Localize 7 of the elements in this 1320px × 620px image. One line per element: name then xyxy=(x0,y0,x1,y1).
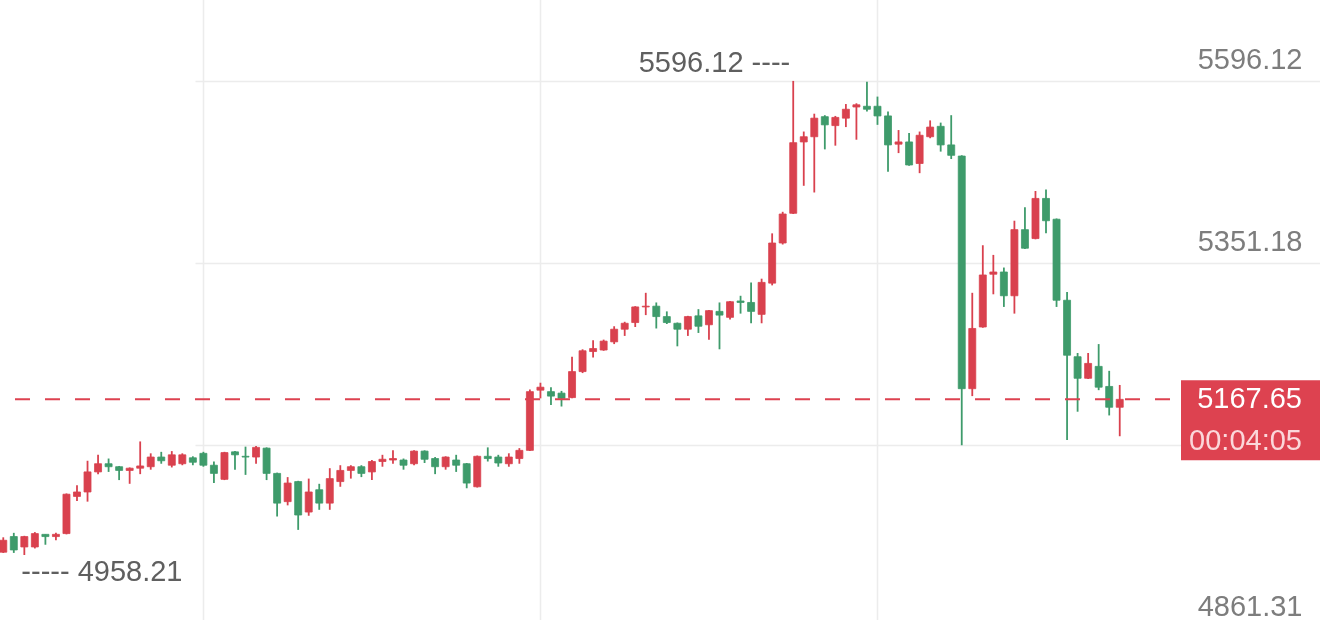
annotation: ----- 4958.21 xyxy=(21,554,183,587)
y-tick-label: 5596.12 xyxy=(1197,43,1303,76)
text: 00:04:05 xyxy=(1189,424,1302,457)
annotation: 5596.12 ---- xyxy=(638,45,791,78)
y-tick-label: 5351.18 xyxy=(1197,225,1303,258)
y-tick-label: 4861.31 xyxy=(1197,589,1303,620)
ref-line-label: 5167.65 xyxy=(1197,382,1302,415)
